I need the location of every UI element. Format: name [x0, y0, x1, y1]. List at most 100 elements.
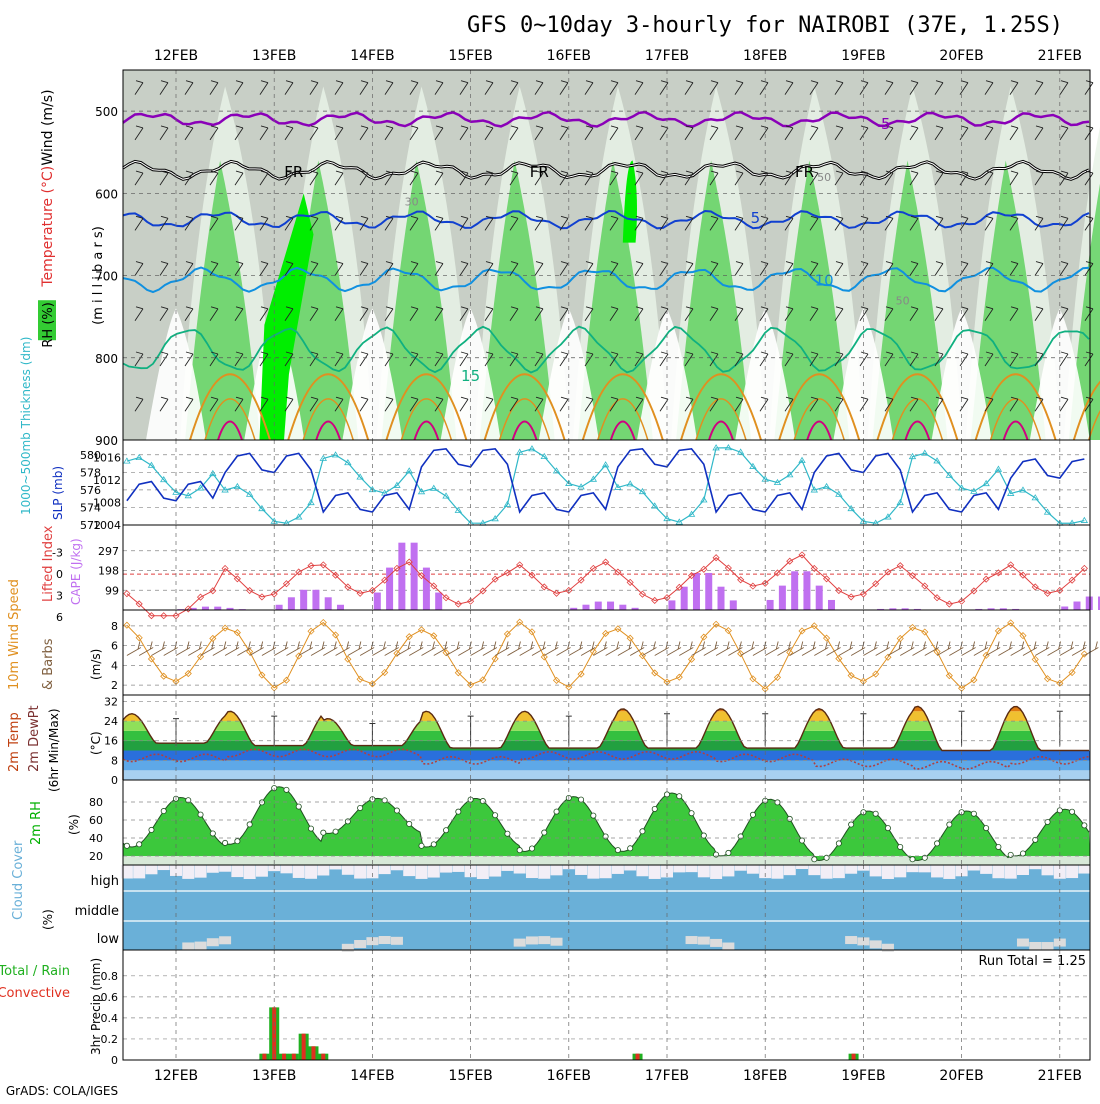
rh-point — [407, 821, 412, 826]
wind-barb — [262, 642, 276, 656]
cloud-low-patch — [698, 937, 710, 945]
rh-point — [812, 857, 817, 862]
rh-point — [198, 812, 203, 817]
rh-tick-label: 20 — [89, 850, 103, 863]
wind-barb — [998, 642, 1012, 656]
cloud-low-patch — [379, 936, 391, 944]
cloud-low-patch — [845, 936, 857, 944]
credit-text: GrADS: COLA/IGES — [6, 1084, 118, 1098]
cloud-low-patch — [882, 944, 894, 952]
cloud-high-gap — [330, 865, 342, 869]
precip-tick-label: 0.6 — [101, 991, 119, 1004]
rh-point — [554, 809, 559, 814]
temp-unit-title: (°C) — [89, 731, 103, 755]
cape-bar — [1086, 597, 1093, 610]
cape-bar — [791, 571, 798, 610]
li-cape-panel — [123, 525, 1090, 610]
cloud-axis-title: Cloud Cover — [11, 840, 26, 920]
precip-panel — [123, 950, 1090, 1060]
cloud-high-gap — [379, 865, 391, 874]
rh-point — [394, 808, 399, 813]
cape-bar — [374, 593, 381, 610]
pressure-tick-label: 900 — [95, 434, 118, 448]
rh-point — [1008, 852, 1013, 857]
minmax-bar — [369, 724, 375, 746]
rh-point — [493, 813, 498, 818]
cloud-low-patch — [686, 936, 698, 944]
cape-tick-label: 198 — [98, 565, 119, 578]
rh-base-fill — [123, 856, 1090, 865]
slp-tick-label: 1008 — [93, 496, 121, 509]
cloud-high-gap — [293, 865, 305, 878]
cape-bar — [619, 605, 626, 610]
cloud-high-gap — [686, 865, 698, 872]
wind-barb — [827, 642, 841, 656]
wind-barb — [520, 642, 534, 656]
cloud-high-gap — [1017, 865, 1029, 875]
temp-tick-label: 0 — [111, 774, 118, 787]
cloud-low-patch — [219, 936, 231, 944]
cloud-low-patch — [1017, 939, 1029, 947]
thickness-line — [127, 448, 1084, 523]
barbs-axis-title: & Barbs — [41, 638, 56, 690]
wind-unit-title: (m/s) — [89, 649, 103, 680]
cape-bar — [288, 597, 295, 610]
cape-bar — [398, 543, 405, 610]
cloud-high-gap — [256, 865, 268, 877]
wind-barb — [348, 642, 362, 656]
wind-barb — [458, 642, 472, 656]
slp-tick-label: 1004 — [93, 519, 121, 532]
rh-point — [971, 811, 976, 816]
cloud-low-patch — [342, 944, 354, 952]
temp-band — [123, 699, 1090, 711]
cloud-high-gap — [1078, 865, 1090, 874]
cape-bar — [718, 587, 725, 610]
wind-barb — [667, 642, 681, 656]
rh-area — [123, 787, 1090, 861]
date-label-top: 19FEB — [841, 48, 885, 64]
cloud-high-gap — [980, 865, 992, 874]
pressure-tick-label: 600 — [95, 187, 118, 201]
wind-barb — [532, 642, 546, 656]
wind-barb — [679, 642, 693, 656]
cloud-low-patch — [526, 936, 538, 944]
rh-point — [480, 798, 485, 803]
date-label-top: 20FEB — [939, 48, 983, 64]
rh-point — [505, 831, 510, 836]
cloud-high-gap — [1042, 865, 1054, 875]
cloud-low-patch — [870, 940, 882, 948]
cloud-high-gap — [145, 865, 157, 874]
cloud-high-gap — [587, 865, 599, 879]
date-label-top: 13FEB — [252, 48, 296, 64]
rh-point — [443, 828, 448, 833]
cloud-high-gap — [317, 865, 329, 875]
wind-barb — [164, 642, 178, 656]
cloud-high-gap — [747, 865, 759, 874]
cloud-high-gap — [428, 865, 440, 878]
wind-barb — [1011, 642, 1025, 656]
rh-point — [431, 842, 436, 847]
wind-axis-title: 10m Wind Speed — [7, 579, 22, 690]
date-label-top: 14FEB — [350, 48, 394, 64]
rh-point — [910, 857, 915, 862]
cloud-high-gap — [538, 865, 550, 879]
cloud-high-gap — [808, 865, 820, 875]
rh-point — [726, 850, 731, 855]
cloud-low-patch — [710, 939, 722, 947]
rh-point — [345, 819, 350, 824]
wind-barb — [876, 642, 890, 656]
date-label-top: 15FEB — [448, 48, 492, 64]
cloud-high-gap — [907, 865, 919, 872]
rh-point — [210, 831, 215, 836]
wind-barb — [962, 642, 976, 656]
rh-point — [947, 822, 952, 827]
cape-bar — [705, 573, 712, 610]
date-label-top: 16FEB — [547, 48, 591, 64]
cloud-high-gap — [305, 865, 317, 879]
wind-barb — [139, 642, 153, 656]
rh-point — [517, 848, 522, 853]
wind-axis-title: Wind (m/s) — [40, 89, 56, 165]
cloud-high-gap — [992, 865, 1004, 878]
li-tick-label: 3 — [56, 590, 63, 603]
date-label-bottom: 13FEB — [252, 1068, 296, 1084]
